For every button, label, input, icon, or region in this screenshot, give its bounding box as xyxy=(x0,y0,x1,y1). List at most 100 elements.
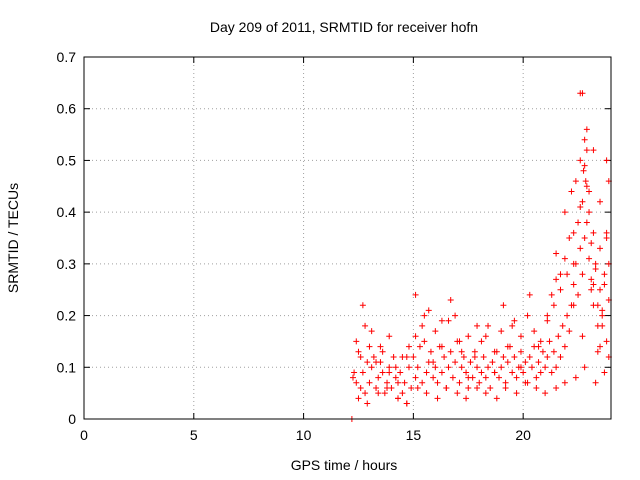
y-tick-label: 0.6 xyxy=(57,101,77,117)
data-point xyxy=(581,364,588,371)
data-point xyxy=(399,390,406,397)
data-point xyxy=(405,343,412,350)
x-tick-label: 0 xyxy=(80,427,88,443)
data-point xyxy=(535,343,542,350)
data-point xyxy=(570,281,577,288)
data-point xyxy=(379,369,386,376)
data-point xyxy=(482,390,489,397)
data-point xyxy=(377,359,384,366)
data-point xyxy=(504,343,511,350)
data-point xyxy=(579,198,586,205)
y-tick-label: 0.5 xyxy=(57,152,77,168)
data-point xyxy=(368,364,375,371)
data-point xyxy=(535,359,542,366)
data-point xyxy=(359,302,366,309)
data-point xyxy=(588,286,595,293)
data-point xyxy=(384,379,391,386)
data-point xyxy=(458,348,465,355)
data-point xyxy=(423,390,430,397)
data-point xyxy=(575,219,582,226)
data-point xyxy=(366,343,373,350)
data-point xyxy=(366,379,373,386)
data-point xyxy=(586,209,593,216)
data-point xyxy=(458,364,465,371)
data-point xyxy=(577,157,584,164)
data-point xyxy=(432,328,439,335)
data-point xyxy=(471,348,478,355)
data-point xyxy=(537,369,544,376)
data-point xyxy=(438,369,445,376)
data-point xyxy=(597,198,604,205)
data-point xyxy=(579,271,586,278)
data-point xyxy=(502,379,509,386)
data-point xyxy=(581,235,588,241)
y-tick-label: 0.2 xyxy=(57,308,77,324)
data-point xyxy=(397,369,404,376)
data-point xyxy=(522,359,529,366)
data-point xyxy=(405,364,412,371)
data-point xyxy=(583,147,590,154)
data-point xyxy=(572,178,579,185)
data-point xyxy=(594,348,601,355)
data-point xyxy=(542,364,549,371)
data-point xyxy=(553,364,560,371)
data-point xyxy=(517,333,524,340)
data-point xyxy=(474,384,481,391)
data-point xyxy=(550,348,557,355)
data-point xyxy=(447,348,454,355)
data-point xyxy=(474,322,481,329)
data-point xyxy=(583,126,590,133)
data-point xyxy=(526,353,533,360)
data-point xyxy=(548,369,555,376)
data-point xyxy=(452,312,459,319)
data-point xyxy=(491,369,498,376)
data-point xyxy=(601,369,608,376)
data-point xyxy=(575,291,582,298)
data-point xyxy=(482,333,489,340)
y-tick-label: 0.1 xyxy=(57,359,77,375)
data-point xyxy=(572,374,579,381)
data-point xyxy=(349,374,356,381)
data-point xyxy=(414,364,421,371)
data-point xyxy=(592,379,599,386)
data-point xyxy=(478,338,485,345)
x-tick-label: 20 xyxy=(515,427,531,443)
data-point xyxy=(590,229,597,236)
y-tick-labels: 0 0.1 0.2 0.3 0.4 0.5 0.6 0.7 xyxy=(57,49,77,427)
data-point xyxy=(412,333,419,340)
data-point xyxy=(553,276,560,283)
data-point xyxy=(471,353,478,360)
x-tick-labels: 0 5 10 15 20 xyxy=(80,427,531,443)
data-point xyxy=(537,338,544,345)
data-point xyxy=(555,333,562,340)
data-point xyxy=(390,353,397,360)
data-point xyxy=(474,364,481,371)
data-point xyxy=(487,384,494,391)
data-point xyxy=(544,317,551,324)
data-point xyxy=(566,328,573,335)
data-point xyxy=(463,369,470,376)
data-point xyxy=(603,229,610,236)
data-point xyxy=(485,322,492,329)
data-point xyxy=(441,353,448,360)
data-point xyxy=(412,374,419,381)
data-point xyxy=(438,317,445,324)
data-point xyxy=(410,353,417,360)
data-point xyxy=(522,379,529,386)
data-point xyxy=(489,359,496,366)
data-point xyxy=(533,374,540,381)
data-point xyxy=(379,348,386,355)
data-points xyxy=(348,90,612,422)
data-point xyxy=(482,374,489,381)
data-point xyxy=(588,276,595,283)
data-point xyxy=(517,348,524,355)
data-point xyxy=(500,353,507,360)
data-point xyxy=(454,390,461,397)
data-point xyxy=(465,374,472,381)
data-point xyxy=(364,359,371,366)
data-point xyxy=(601,271,608,278)
data-point xyxy=(456,338,463,345)
data-point xyxy=(357,384,364,391)
data-point xyxy=(421,312,428,319)
data-point xyxy=(603,338,610,345)
